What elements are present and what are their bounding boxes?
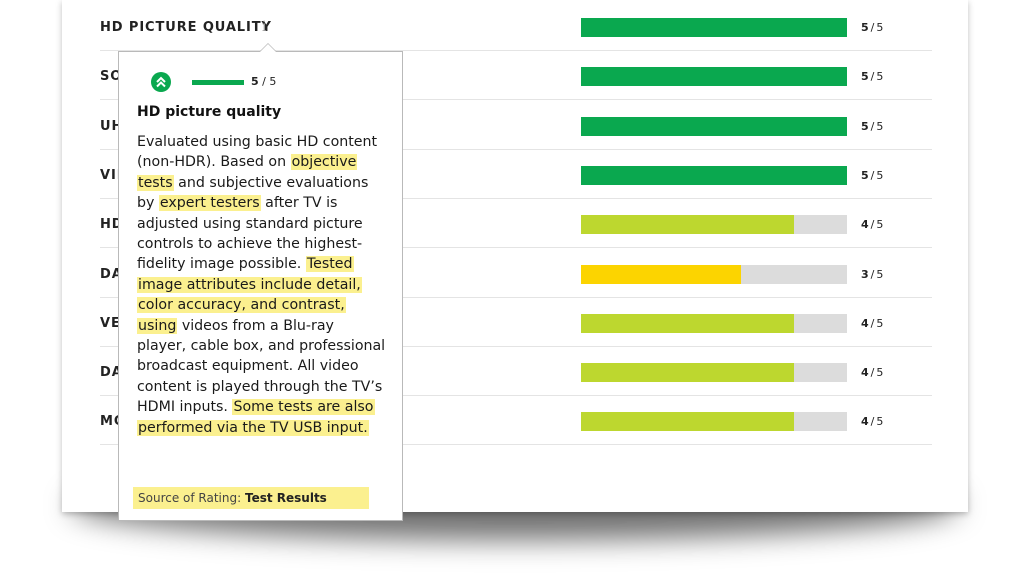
rating-label: DA <box>100 266 123 282</box>
rating-row: MO 4/5 <box>100 396 932 446</box>
rating-row: SO 5/5 <box>100 51 932 101</box>
rating-row: VE 4/5 <box>100 298 932 347</box>
rating-label: VE <box>100 315 121 331</box>
rating-label: HD <box>100 217 124 233</box>
rating-source: Source of Rating: Test Results <box>133 487 369 509</box>
rating-bar <box>581 363 847 383</box>
tooltip-score: 5 / 5 <box>251 75 277 88</box>
rating-score: 5/5 <box>861 70 884 84</box>
rating-score: 5/5 <box>861 119 884 133</box>
rating-bar-fill <box>581 313 794 333</box>
tooltip-description: Evaluated using basic HD content (non-HD… <box>137 134 386 436</box>
rating-bar-fill <box>581 18 847 37</box>
rating-label: SO <box>100 69 123 85</box>
rating-tooltip: 5 / 5 HD picture quality Evaluated using… <box>118 43 403 521</box>
rating-bar-fill <box>581 412 794 432</box>
rating-score: 4/5 <box>861 316 884 330</box>
rating-bar-fill <box>581 215 794 235</box>
rating-score: 4/5 <box>861 415 884 429</box>
double-chevron-up-icon <box>151 72 171 92</box>
rating-label: DA <box>100 365 123 381</box>
rating-bar <box>581 18 847 37</box>
rating-label: HD PICTURE QUALITY <box>100 20 272 35</box>
rating-bar <box>581 116 847 136</box>
rating-bar <box>581 67 847 87</box>
rating-score: 4/5 <box>861 366 884 380</box>
rating-row: UH 5/5 <box>100 101 932 150</box>
rating-bar-fill <box>581 363 794 383</box>
rating-bar <box>581 215 847 235</box>
tooltip-title: HD picture quality <box>137 104 282 120</box>
rating-score: 5/5 <box>861 21 884 34</box>
rating-score: 4/5 <box>861 218 884 232</box>
rating-bar <box>581 264 847 284</box>
tooltip-score-bar <box>192 80 244 85</box>
rating-bar <box>581 313 847 333</box>
rating-score: 5/5 <box>861 168 884 182</box>
rating-bar-fill <box>581 116 847 136</box>
rating-bar <box>581 165 847 185</box>
highlight-expert-testers: expert testers <box>158 195 261 212</box>
rating-bar-fill <box>581 165 847 185</box>
info-icon[interactable]: i <box>262 19 267 35</box>
rating-label: UH <box>100 118 124 134</box>
rating-row: HD 4/5 <box>100 199 932 249</box>
rating-row: VIE 5/5 <box>100 150 932 199</box>
rating-row: DA 3/5 <box>100 249 932 298</box>
rating-score: 3/5 <box>861 267 884 281</box>
rating-row: HD PICTURE QUALITY i 5/5 <box>100 2 932 51</box>
rating-bar-fill <box>581 264 741 284</box>
rating-bar-fill <box>581 67 847 87</box>
rating-row: DA 4/5 <box>100 347 932 397</box>
rating-bar <box>581 412 847 432</box>
